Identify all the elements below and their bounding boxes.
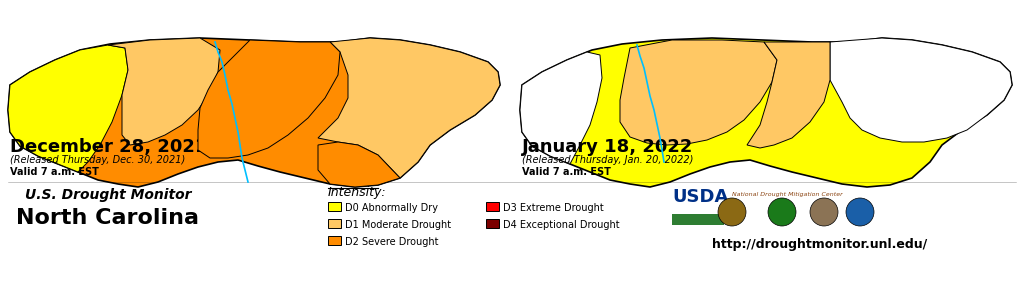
Polygon shape	[108, 38, 220, 145]
Text: January 18, 2022: January 18, 2022	[522, 138, 693, 156]
Circle shape	[718, 198, 746, 226]
Text: Valid 7 a.m. EST: Valid 7 a.m. EST	[522, 167, 611, 177]
Polygon shape	[746, 42, 830, 148]
Circle shape	[810, 198, 838, 226]
Bar	[486, 219, 499, 228]
Text: D2 Severe Drought: D2 Severe Drought	[345, 237, 438, 247]
Text: D0 Abnormally Dry: D0 Abnormally Dry	[345, 203, 438, 213]
Text: December 28, 2021: December 28, 2021	[10, 138, 208, 156]
Polygon shape	[318, 142, 400, 187]
Text: National Drought Mitigation Center: National Drought Mitigation Center	[732, 192, 843, 197]
Circle shape	[768, 198, 796, 226]
Text: D3 Extreme Drought: D3 Extreme Drought	[503, 203, 604, 213]
Text: (Released Thursday, Jan. 20, 2022): (Released Thursday, Jan. 20, 2022)	[522, 155, 693, 165]
Text: USDA: USDA	[672, 188, 728, 206]
Polygon shape	[620, 40, 777, 145]
Bar	[672, 214, 724, 225]
Text: U.S. Drought Monitor: U.S. Drought Monitor	[25, 188, 191, 202]
Text: D1 Moderate Drought: D1 Moderate Drought	[345, 220, 452, 230]
Text: (Released Thursday, Dec. 30, 2021): (Released Thursday, Dec. 30, 2021)	[10, 155, 185, 165]
Bar	[328, 236, 341, 245]
Circle shape	[846, 198, 874, 226]
Text: http://droughtmonitor.unl.edu/: http://droughtmonitor.unl.edu/	[713, 238, 928, 251]
Polygon shape	[520, 52, 602, 164]
Text: North Carolina: North Carolina	[16, 208, 200, 228]
Polygon shape	[318, 38, 500, 178]
Polygon shape	[830, 38, 1012, 142]
Polygon shape	[198, 40, 340, 158]
Polygon shape	[8, 45, 128, 172]
Text: Intensity:: Intensity:	[328, 186, 387, 199]
Bar	[486, 202, 499, 211]
Bar	[328, 202, 341, 211]
Text: Valid 7 a.m. EST: Valid 7 a.m. EST	[10, 167, 99, 177]
Polygon shape	[8, 38, 500, 187]
Bar	[328, 219, 341, 228]
Polygon shape	[520, 38, 1012, 187]
Text: D4 Exceptional Drought: D4 Exceptional Drought	[503, 220, 620, 230]
